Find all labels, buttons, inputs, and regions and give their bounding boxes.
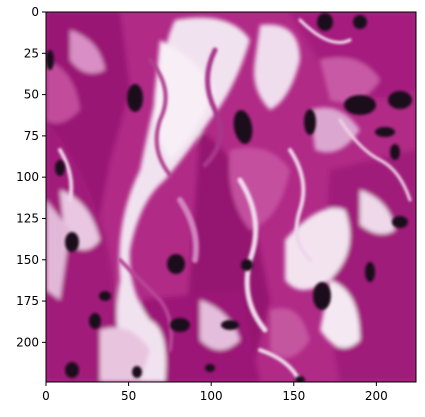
plot-frame xyxy=(45,11,417,383)
y-tick-label: 75 xyxy=(24,129,39,143)
x-tick-label: 0 xyxy=(42,389,50,403)
x-tick-label: 50 xyxy=(121,389,136,403)
x-tick-label: 100 xyxy=(200,389,223,403)
y-tick-label: 50 xyxy=(24,88,39,102)
x-tick-label: 200 xyxy=(365,389,388,403)
y-tick-label: 200 xyxy=(16,335,39,349)
y-tick-label: 175 xyxy=(16,294,39,308)
y-tick-label: 25 xyxy=(24,46,39,60)
y-tick-label: 0 xyxy=(31,5,39,19)
x-tick-label: 150 xyxy=(282,389,305,403)
histology-image xyxy=(46,12,416,382)
y-tick-label: 100 xyxy=(16,170,39,184)
y-tick-label: 150 xyxy=(16,253,39,267)
x-axis: 0 50 100 150 200 xyxy=(42,382,388,403)
y-axis: 0 25 50 75 100 125 150 175 200 xyxy=(16,5,46,349)
y-tick-label: 125 xyxy=(16,211,39,225)
